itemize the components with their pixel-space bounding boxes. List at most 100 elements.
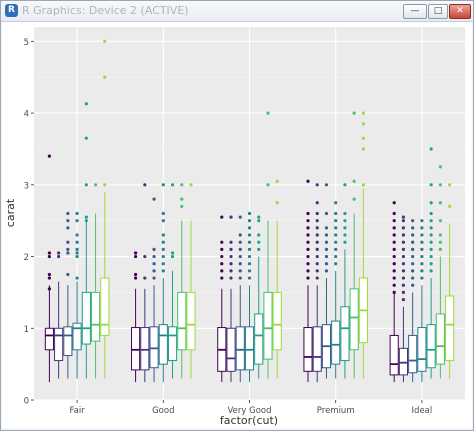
outlier-point (84, 183, 88, 187)
outlier-point (429, 262, 433, 266)
outlier-point (411, 219, 415, 223)
outlier-point (392, 219, 396, 223)
outlier-point (420, 219, 424, 223)
outlier-point (229, 254, 233, 259)
outlier-point (438, 240, 442, 244)
outlier-point (392, 276, 396, 280)
boxplot-box (140, 183, 150, 383)
outlier-point (238, 247, 242, 251)
outlier-point (411, 226, 415, 230)
minimize-button[interactable]: — (403, 4, 427, 19)
x-axis-label: factor(cut) (220, 414, 278, 427)
x-tick-label: Good (152, 406, 174, 416)
boxplot-box (303, 179, 313, 383)
boxplot-box (358, 111, 368, 379)
x-tick-label: Premium (317, 406, 355, 416)
boxplot-box (244, 211, 255, 383)
outlier-point (438, 219, 442, 223)
outlier-point (75, 254, 79, 259)
boxplot-box (417, 219, 427, 383)
outlier-point (161, 262, 165, 266)
outlier-point (133, 272, 138, 277)
outlier-point (324, 183, 329, 187)
outlier-point (84, 136, 88, 140)
outlier-point (66, 219, 70, 223)
outlier-point (47, 272, 51, 277)
outlier-point (220, 276, 224, 280)
outlier-point (411, 254, 415, 259)
outlier-point (429, 240, 433, 244)
outlier-point (401, 262, 406, 266)
close-button[interactable]: ✕ (449, 4, 471, 19)
y-tick-label: 1 (24, 325, 29, 335)
box-iqr (312, 326, 322, 372)
outlier-point (75, 251, 79, 255)
outlier-point (401, 219, 406, 223)
outlier-point (238, 254, 242, 259)
outlier-point (306, 247, 310, 251)
outlier-point (180, 183, 184, 187)
outlier-point (392, 233, 396, 237)
boxplot-box (435, 165, 445, 379)
outlier-point (47, 276, 51, 280)
outlier-point (220, 254, 224, 259)
outlier-point (401, 276, 406, 280)
outlier-point (257, 240, 261, 244)
outlier-point (324, 226, 329, 230)
box-iqr (244, 326, 255, 371)
outlier-point (247, 219, 252, 223)
outlier-point (343, 183, 347, 187)
outlier-point (401, 254, 406, 259)
maximize-button[interactable]: □ (428, 4, 448, 19)
outlier-point (238, 276, 242, 280)
outlier-point (392, 269, 396, 273)
outlier-point (334, 262, 338, 266)
outlier-point (306, 233, 310, 237)
box-iqr (81, 291, 91, 345)
window-titlebar[interactable]: R R Graphics: Device 2 (ACTIVE) — □ ✕ (1, 1, 473, 22)
outlier-point (189, 183, 193, 187)
boxes-layer (44, 39, 455, 383)
outlier-point (152, 269, 156, 273)
outlier-point (306, 226, 310, 230)
outlier-point (247, 276, 252, 280)
outlier-point (324, 247, 329, 251)
outlier-point (75, 247, 79, 251)
outlier-point (247, 240, 252, 244)
box-iqr (435, 313, 445, 365)
outlier-point (324, 269, 329, 273)
outlier-point (420, 247, 424, 251)
outlier-point (315, 233, 319, 237)
outlier-point (361, 111, 366, 115)
outlier-point (361, 122, 366, 126)
outlier-point (324, 240, 329, 244)
outlier-point (57, 254, 61, 259)
boxplot-box (91, 183, 101, 379)
outlier-point (133, 276, 138, 280)
outlier-point (306, 219, 310, 223)
boxplot-box (340, 183, 350, 379)
outlier-point (411, 262, 415, 266)
outlier-point (66, 251, 70, 255)
outlier-point (161, 240, 165, 244)
box-iqr (158, 324, 168, 365)
boxplot-box (63, 211, 73, 379)
x-tick-label: Fair (70, 406, 86, 416)
outlier-point (66, 240, 70, 244)
box-iqr (398, 347, 408, 376)
outlier-point (352, 111, 356, 115)
outlier-point (392, 240, 396, 244)
outlier-point (315, 226, 319, 230)
outlier-point (103, 39, 107, 43)
outlier-point (306, 269, 310, 273)
plot-area: 0 1 2 3 4 5 Fair Good Very Good Premium Ideal fac… (2, 22, 472, 428)
outlier-point (93, 183, 98, 187)
boxplot-box (131, 251, 141, 383)
outlier-point (229, 276, 233, 280)
outlier-point (438, 233, 442, 237)
outlier-point (343, 240, 347, 244)
outlier-point (420, 233, 424, 237)
outlier-point (152, 197, 156, 201)
box-iqr (100, 277, 110, 336)
box-iqr (417, 327, 427, 372)
